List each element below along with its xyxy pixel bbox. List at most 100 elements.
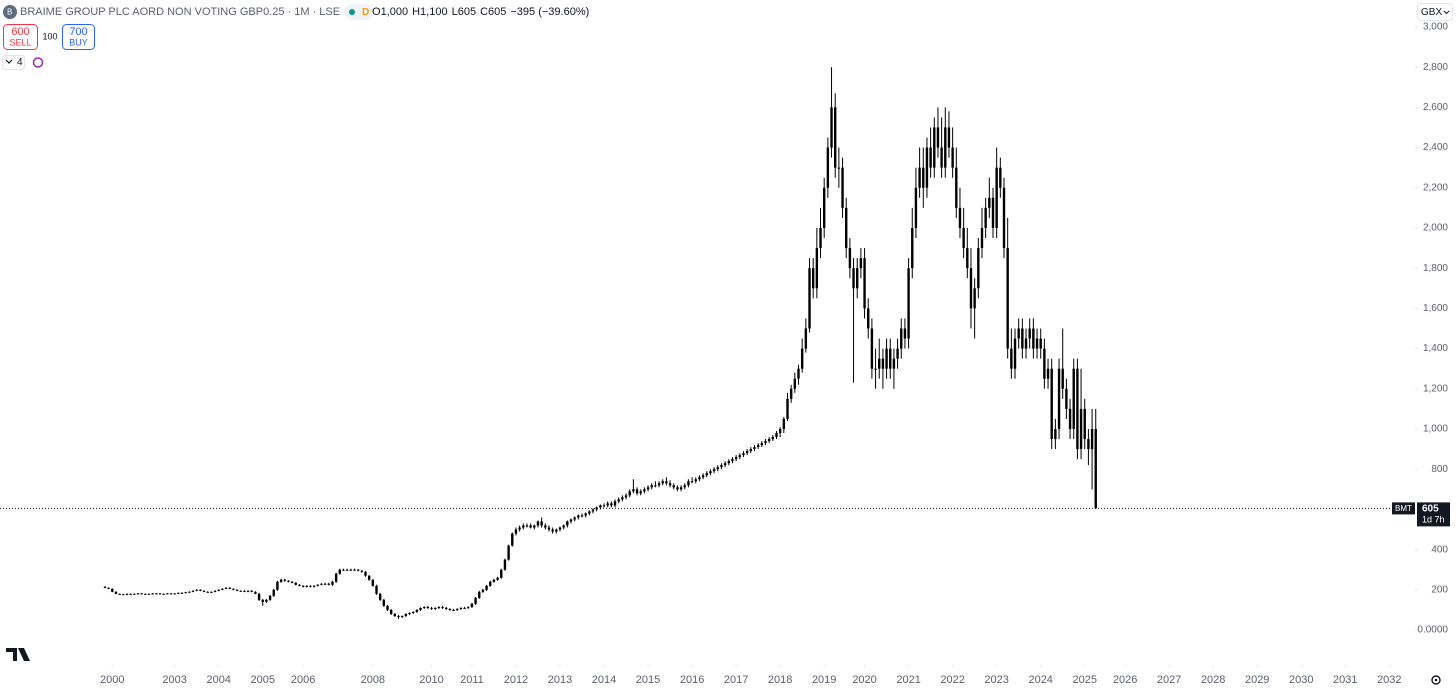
candle-body bbox=[323, 583, 327, 585]
symbol-tag: BMT bbox=[1395, 504, 1412, 513]
ohlc-l: L bbox=[452, 6, 458, 18]
candle-body bbox=[114, 591, 118, 594]
candle-body bbox=[936, 127, 940, 148]
candle-body bbox=[940, 147, 943, 168]
y-tick-label: 800 bbox=[1431, 464, 1448, 475]
candle-body bbox=[606, 503, 609, 506]
settings-icon[interactable] bbox=[1431, 675, 1441, 685]
candle-body bbox=[705, 473, 708, 476]
candle-body bbox=[467, 606, 470, 608]
x-tick-label: 2018 bbox=[768, 674, 792, 686]
candle-body bbox=[966, 248, 969, 269]
candle-body bbox=[213, 590, 217, 592]
candle-body bbox=[393, 613, 397, 616]
candle-body bbox=[657, 483, 661, 486]
candle-body bbox=[243, 590, 246, 592]
sell-button[interactable] bbox=[3, 24, 38, 50]
candle-body bbox=[107, 587, 110, 589]
candle-body bbox=[764, 441, 767, 444]
candle-body bbox=[312, 585, 316, 587]
candle-body bbox=[544, 525, 547, 528]
x-tick-label: 2024 bbox=[1028, 674, 1052, 686]
status-pill[interactable] bbox=[344, 4, 374, 20]
candle-body bbox=[815, 248, 819, 289]
candle-body bbox=[745, 451, 749, 454]
indicator-toggle[interactable] bbox=[2, 55, 25, 70]
candle-body bbox=[643, 489, 646, 492]
price-label: 605 bbox=[1422, 504, 1439, 515]
candle-body bbox=[1017, 328, 1020, 339]
candle-body bbox=[962, 227, 965, 249]
x-tick-label: 2003 bbox=[162, 674, 186, 686]
currency-button[interactable] bbox=[1417, 3, 1453, 21]
candle-body bbox=[334, 573, 338, 582]
candle-body bbox=[591, 509, 595, 512]
candle-body bbox=[378, 593, 382, 600]
candle-body bbox=[797, 368, 800, 379]
candle-body bbox=[342, 569, 345, 571]
candle-body bbox=[793, 378, 797, 389]
refresh-icon[interactable] bbox=[32, 57, 44, 68]
candle-body bbox=[224, 587, 228, 589]
candle-body bbox=[305, 585, 308, 587]
candle-body bbox=[819, 227, 822, 249]
candle-body bbox=[896, 348, 899, 359]
candle-body bbox=[767, 439, 771, 442]
candle-body bbox=[723, 463, 727, 466]
currency: GBX bbox=[1421, 7, 1442, 18]
logo-glyph: B bbox=[7, 8, 12, 17]
indicator-count: 4 bbox=[17, 57, 23, 68]
candle-body bbox=[221, 588, 224, 590]
candle-body bbox=[562, 525, 565, 528]
candle-body bbox=[698, 477, 701, 480]
y-tick-label: 3,000 bbox=[1423, 22, 1448, 33]
candle-body bbox=[1021, 328, 1024, 349]
candle-body bbox=[632, 489, 635, 492]
candle-body bbox=[911, 227, 914, 269]
candle-body bbox=[158, 593, 162, 595]
candle-body bbox=[683, 485, 686, 488]
y-tick-label: 2,000 bbox=[1423, 223, 1448, 234]
candle-body bbox=[830, 107, 833, 148]
candle-body bbox=[804, 328, 808, 349]
buy-label: BUY bbox=[69, 37, 88, 47]
candle-body bbox=[140, 593, 143, 595]
candle-body bbox=[701, 475, 705, 478]
candle-body bbox=[400, 615, 404, 617]
x-tick-label: 2020 bbox=[852, 674, 876, 686]
candle-body bbox=[859, 258, 863, 269]
candle-body bbox=[845, 207, 848, 249]
candle-body bbox=[507, 545, 510, 560]
candle-body bbox=[441, 606, 444, 608]
candle-body bbox=[228, 587, 231, 589]
candle-body bbox=[1057, 368, 1061, 429]
x-tick-label: 2011 bbox=[460, 674, 484, 686]
ohlc-close: 605 bbox=[488, 6, 506, 18]
x-tick-label: 2012 bbox=[504, 674, 528, 686]
candle-body bbox=[375, 585, 378, 594]
candle-body bbox=[144, 593, 147, 595]
candle-body bbox=[166, 593, 169, 595]
candle-body bbox=[426, 606, 430, 608]
ohlc-low: 605 bbox=[458, 6, 476, 18]
symbol-logo bbox=[3, 5, 17, 19]
x-tick-label: 2017 bbox=[724, 674, 748, 686]
candle-body bbox=[863, 258, 866, 309]
x-tick-label: 2027 bbox=[1157, 674, 1181, 686]
candle-body bbox=[320, 583, 323, 585]
market-status bbox=[349, 9, 355, 15]
candle-body bbox=[595, 507, 598, 510]
candle-body bbox=[103, 586, 107, 588]
candle-body bbox=[786, 398, 789, 419]
candle-body bbox=[951, 147, 954, 168]
candle-body bbox=[885, 348, 888, 369]
chevron bbox=[5, 59, 13, 64]
candle-body bbox=[364, 571, 367, 576]
candle-body bbox=[283, 579, 286, 581]
candle-body bbox=[1087, 439, 1090, 450]
candle-body bbox=[496, 577, 499, 580]
candle-body bbox=[551, 529, 554, 532]
buy-button[interactable] bbox=[62, 24, 95, 50]
candle-body bbox=[1010, 348, 1013, 369]
candle-body bbox=[456, 608, 459, 610]
